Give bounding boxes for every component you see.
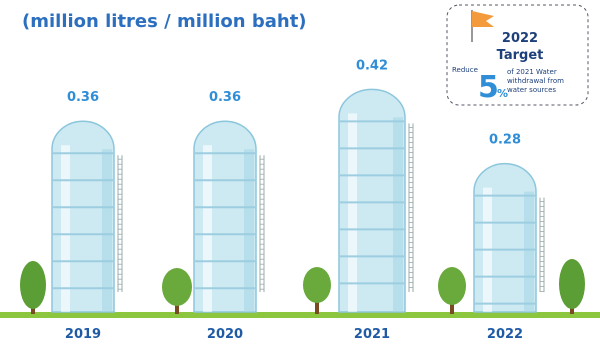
target-box [446, 4, 589, 106]
value-label: 0.28 [489, 133, 521, 148]
trees [20, 259, 585, 314]
target-text: water sources [507, 86, 556, 94]
ground [0, 312, 600, 318]
silo-shade [393, 117, 403, 313]
x-tick-label: 2020 [207, 327, 243, 342]
silo-shade [102, 149, 112, 312]
silo-highlight [348, 113, 357, 313]
silo [51, 120, 123, 313]
value-label: 0.42 [356, 58, 388, 73]
target-text: withdrawal from [507, 77, 564, 85]
x-tick-label: 2022 [487, 327, 523, 342]
silo-highlight [61, 145, 70, 312]
chart-title: (million litres / million baht) [22, 11, 307, 32]
target-prefix: Reduce [452, 66, 478, 74]
x-tick-label: 2019 [65, 327, 101, 342]
value-label: 0.36 [67, 90, 99, 105]
value-label: 0.36 [209, 90, 241, 105]
target-year: 2022 [502, 31, 538, 46]
silo [338, 88, 414, 313]
silo [473, 162, 545, 313]
target-unit: % [497, 87, 508, 100]
flag [471, 10, 494, 42]
silo-highlight [203, 145, 212, 312]
target-value: 5 [478, 70, 499, 105]
silo-shade [524, 191, 534, 312]
x-tick-label: 2021 [354, 327, 390, 342]
target-text: of 2021 Water [507, 68, 557, 76]
target-label: Target [497, 48, 544, 63]
silo-shade [244, 149, 254, 312]
silo [193, 120, 265, 313]
